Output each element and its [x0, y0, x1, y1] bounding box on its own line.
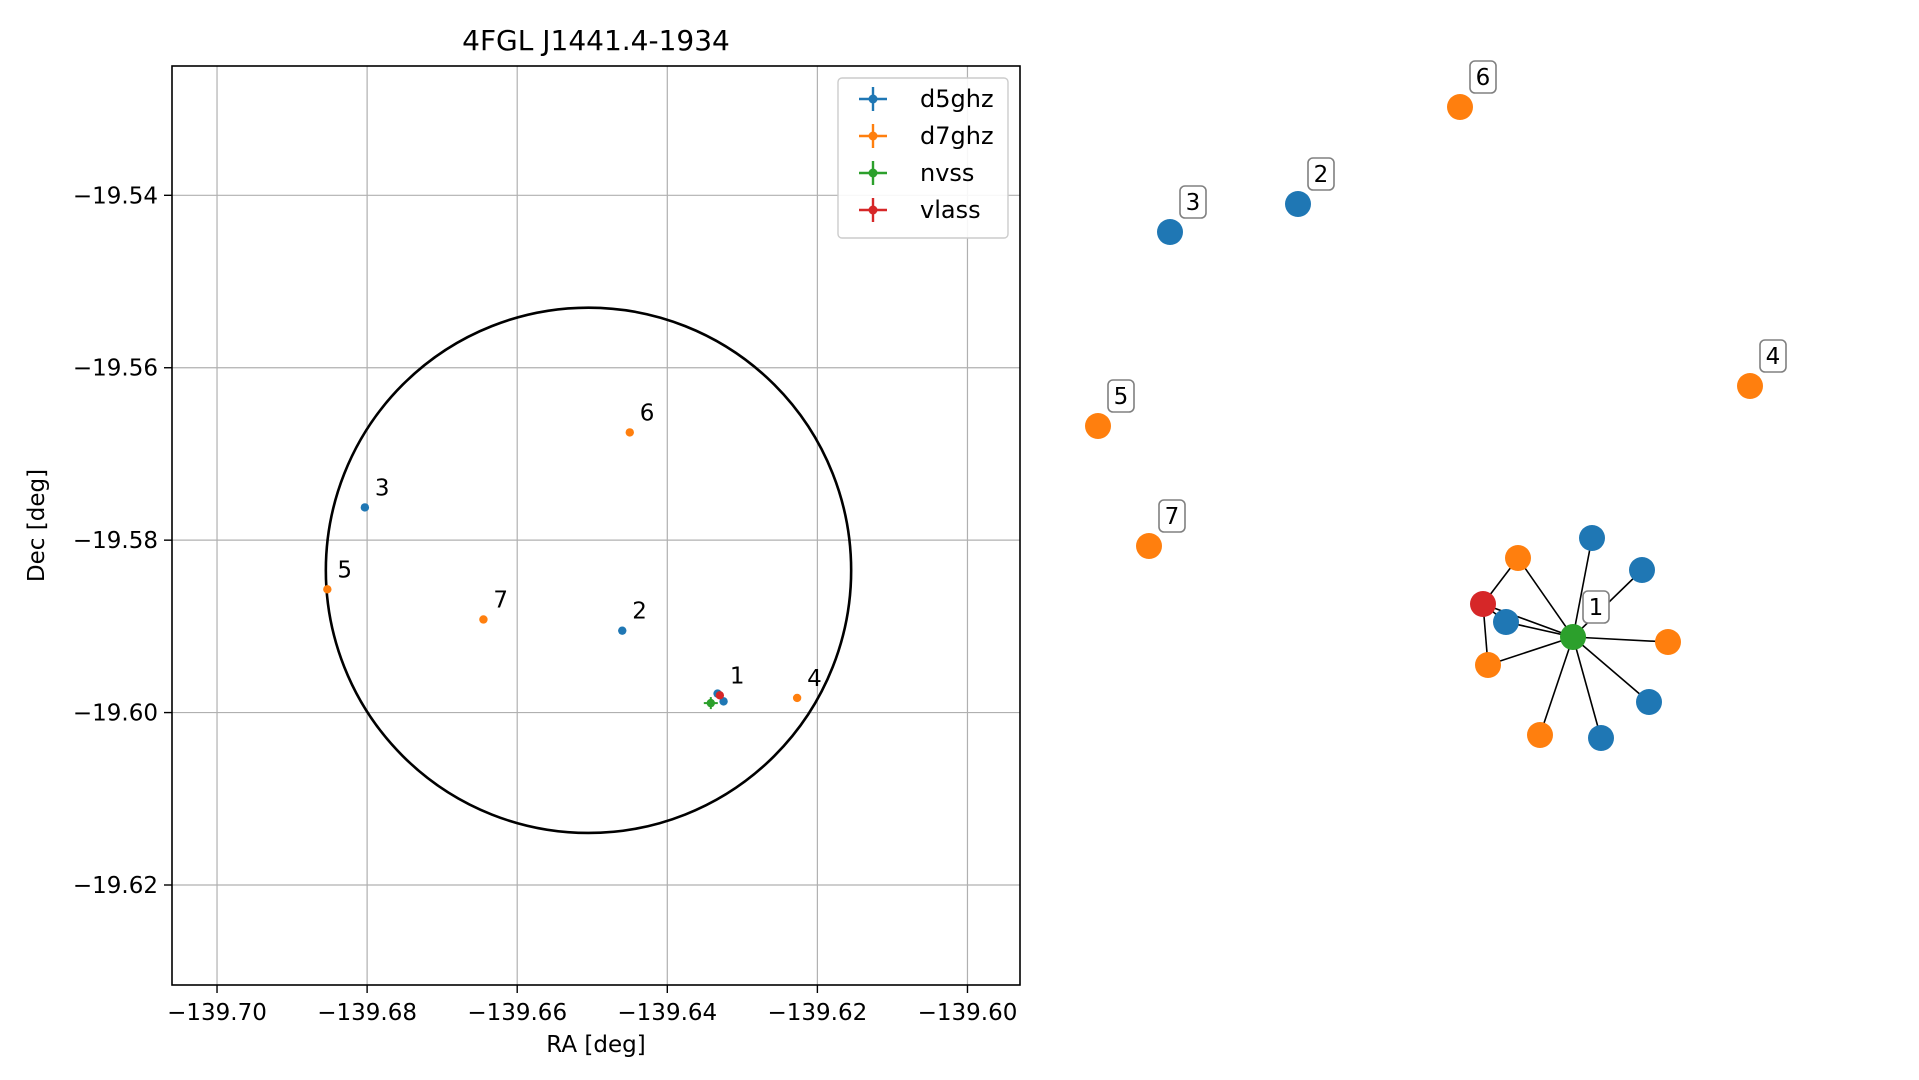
- d7ghz-node: [1136, 533, 1162, 559]
- ticks: −139.70 −139.68 −139.66 −139.64 −139.62 −139.…: [73, 183, 1017, 1026]
- legend-box: [837, 77, 1009, 239]
- chart-title: 4FGL J1441.4-1934: [462, 24, 730, 57]
- vlass-point: [715, 691, 725, 700]
- node-label-box: [1158, 499, 1186, 533]
- d5ghz-point: [618, 626, 627, 635]
- x-tick-label: −139.68: [317, 1000, 417, 1026]
- graph-edge: [1482, 603, 1574, 638]
- x-axis-title: RA [deg]: [546, 1032, 645, 1058]
- uncertainty-circle: [324, 306, 853, 835]
- node-label: 4: [1766, 344, 1781, 370]
- node-label-box: [1179, 185, 1207, 219]
- y-tick-label: −19.62: [73, 873, 158, 899]
- nvss-node: [1560, 624, 1586, 650]
- d7ghz-node: [1737, 373, 1763, 399]
- d7ghz-node: [1475, 652, 1501, 678]
- y-axis-title: Dec [deg]: [24, 469, 50, 582]
- node-label: 5: [1114, 384, 1129, 410]
- d7ghz-node: [1085, 413, 1111, 439]
- graph-node-labels: 1 2 3 4 5 6 7: [1107, 60, 1787, 624]
- node-label: 1: [1589, 595, 1604, 621]
- legend-marker: [868, 94, 878, 104]
- grid: [172, 66, 1020, 985]
- d5ghz-point: [719, 697, 728, 706]
- node-label-box: [1759, 339, 1787, 373]
- axes-frame: [171, 65, 1021, 986]
- network-graph: 1 2 3 4 5 6 7: [1085, 60, 1787, 751]
- y-tick-label: −19.56: [73, 356, 158, 382]
- d5ghz-node: [1629, 557, 1655, 583]
- point-label: 7: [493, 587, 508, 613]
- y-tick-label: −19.54: [73, 183, 158, 209]
- d7ghz-node: [1447, 94, 1473, 120]
- legend: d5ghz d7ghz nvss vlass: [837, 77, 1009, 239]
- d5ghz-node: [1157, 219, 1183, 245]
- node-label: 3: [1186, 190, 1201, 216]
- node-label-box: [1469, 60, 1497, 94]
- node-label-box: [1582, 590, 1610, 624]
- y-tick-label: −19.58: [73, 528, 158, 554]
- d5ghz-node: [1579, 525, 1605, 551]
- node-label: 7: [1165, 504, 1180, 530]
- d7ghz-point: [792, 693, 802, 703]
- graph-edge: [1572, 636, 1669, 643]
- d7ghz-node: [1505, 545, 1531, 571]
- node-label-box: [1307, 157, 1335, 191]
- point-label: 6: [640, 400, 655, 426]
- graph-edge: [1572, 636, 1650, 703]
- graph-nodes: [1085, 94, 1763, 751]
- d7ghz-point: [323, 585, 332, 594]
- node-label: 6: [1476, 65, 1491, 91]
- x-tick-label: −139.62: [768, 1000, 868, 1026]
- legend-marker: [868, 131, 878, 141]
- vlass-node: [1470, 591, 1496, 617]
- graph-edge: [1572, 537, 1593, 638]
- legend-label: vlass: [920, 196, 981, 224]
- legend-label: nvss: [920, 159, 974, 187]
- point-label: 3: [375, 475, 390, 501]
- nvss-point: [706, 698, 716, 708]
- point-label: 1: [730, 663, 745, 689]
- legend-label: d5ghz: [920, 85, 994, 113]
- d7ghz-node: [1527, 722, 1553, 748]
- d7ghz-point: [625, 428, 634, 437]
- node-label-box: [1107, 379, 1135, 413]
- d7ghz-point: [479, 615, 488, 624]
- point-label: 2: [632, 599, 647, 625]
- legend-marker: [868, 205, 878, 215]
- x-tick-label: −139.70: [167, 1000, 267, 1026]
- x-tick-label: −139.60: [918, 1000, 1018, 1026]
- d5ghz-node: [1588, 725, 1614, 751]
- x-tick-label: −139.64: [617, 1000, 717, 1026]
- d5ghz-node: [1285, 191, 1311, 217]
- graph-edge: [1572, 636, 1602, 739]
- d5ghz-node: [1636, 689, 1662, 715]
- graph-edge: [1517, 557, 1574, 638]
- x-tick-label: −139.66: [467, 1000, 567, 1026]
- d7ghz-node: [1655, 629, 1681, 655]
- d5ghz-node: [1493, 609, 1519, 635]
- legend-label: d7ghz: [920, 122, 994, 150]
- y-tick-label: −19.60: [73, 701, 158, 727]
- legend-marker: [868, 168, 878, 178]
- graph-edge: [1539, 636, 1574, 736]
- node-label: 2: [1314, 162, 1329, 188]
- localization-circle: [324, 306, 853, 835]
- point-label: 5: [337, 557, 352, 583]
- d5ghz-point: [360, 503, 370, 512]
- data-points: 2 3 4 5 6 7 1: [323, 400, 822, 710]
- graph-edge: [1487, 636, 1574, 666]
- point-label: 4: [807, 666, 822, 692]
